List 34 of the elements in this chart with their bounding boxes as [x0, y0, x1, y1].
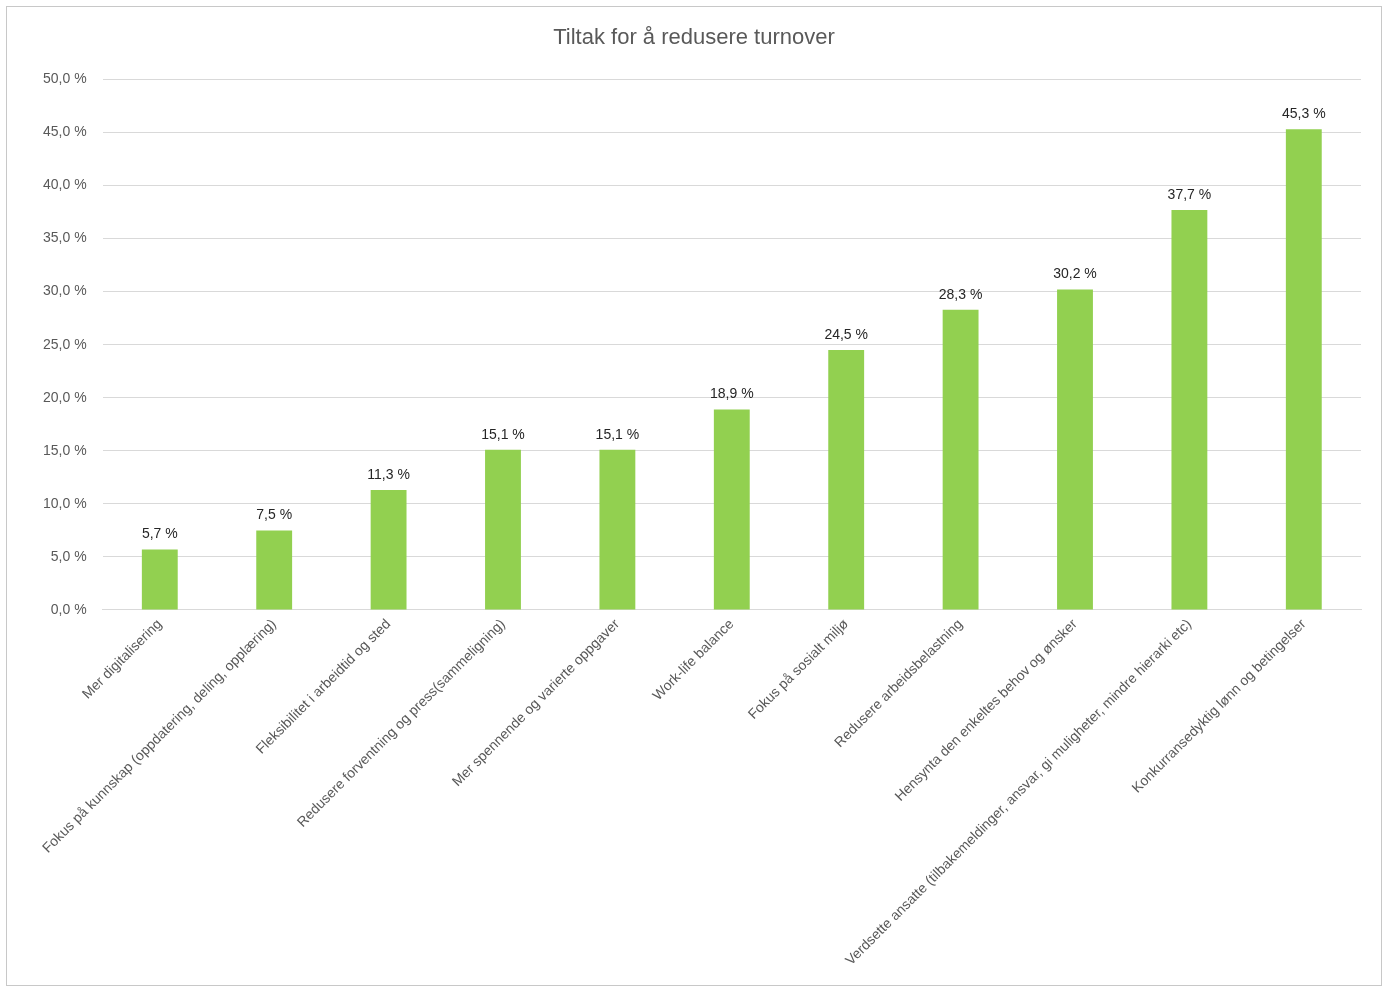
y-tick-label: 15,0 % — [42, 441, 87, 458]
bar — [713, 409, 750, 610]
y-tick-label: 35,0 % — [42, 229, 87, 246]
bar — [256, 530, 293, 610]
y-tick-label: 0,0 % — [50, 600, 87, 617]
data-label: 45,3 % — [1282, 105, 1326, 122]
y-tick-label: 45,0 % — [42, 123, 87, 140]
bar — [942, 309, 979, 610]
y-tick-label: 30,0 % — [42, 282, 87, 299]
y-tick-label: 50,0 % — [42, 70, 87, 87]
bar — [1285, 129, 1322, 610]
data-label: 15,1 % — [595, 425, 640, 442]
data-label: 18,9 % — [710, 385, 754, 402]
bar — [370, 490, 407, 610]
y-tick-label: 10,0 % — [42, 494, 87, 511]
data-label: 30,2 % — [1053, 265, 1097, 282]
bar — [599, 449, 636, 610]
y-tick-label: 40,0 % — [42, 176, 87, 193]
bar — [1057, 289, 1093, 610]
chart-title: Tiltak for å redusere turnover — [553, 24, 835, 50]
y-tick-label: 5,0 % — [50, 547, 87, 564]
y-tick-label: 20,0 % — [42, 388, 87, 405]
bar — [141, 549, 178, 610]
data-label: 24,5 % — [824, 325, 868, 342]
data-label: 5,7 % — [141, 525, 178, 542]
data-label: 15,1 % — [481, 425, 525, 442]
y-tick-label: 25,0 % — [42, 335, 87, 352]
data-label: 28,3 % — [938, 285, 983, 302]
bar — [485, 449, 521, 610]
data-label: 37,7 % — [1167, 185, 1212, 202]
bar — [828, 349, 865, 610]
bar — [1171, 209, 1208, 610]
data-label: 11,3 % — [367, 465, 410, 482]
data-label: 7,5 % — [256, 506, 293, 523]
